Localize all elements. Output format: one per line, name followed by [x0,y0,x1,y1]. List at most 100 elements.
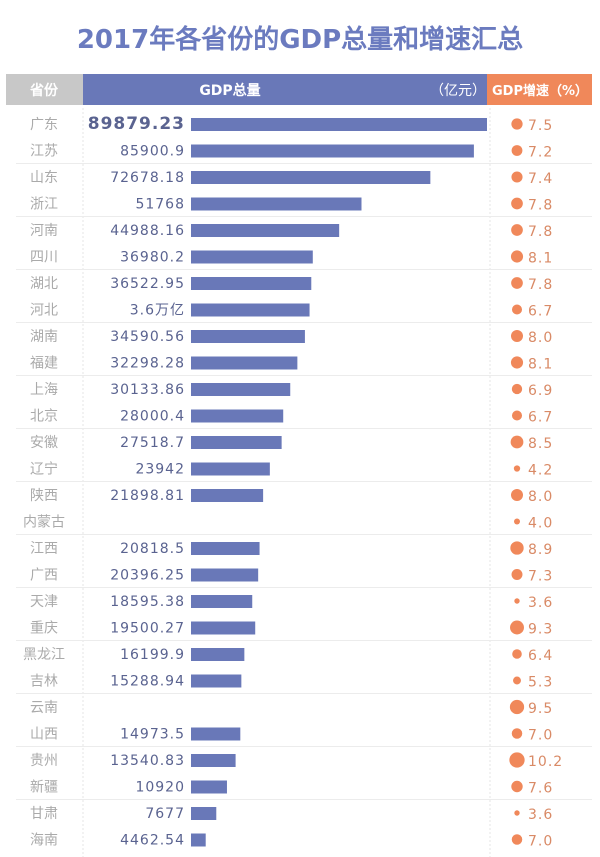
gdp-bar [191,542,260,555]
gdp-bar [191,224,340,237]
growth-dot [511,728,523,739]
gdp-value-label: 36522.95 [110,276,185,292]
header-gdp: GDP总量 [199,82,260,99]
growth-dot [511,118,523,130]
gdp-bar [191,197,362,211]
growth-label: 3.6 [528,595,553,611]
province-label: 湖北 [30,276,58,292]
gdp-value-label: 30133.86 [110,382,185,398]
gdp-value-label: 4462.54 [120,833,185,849]
growth-dot [511,383,523,395]
gdp-value-label: 15288.94 [110,674,185,690]
gdp-bar [191,674,242,688]
growth-dot [510,435,524,449]
gdp-value-label: 18595.38 [110,594,185,610]
gdp-value-label: 20818.5 [120,541,185,557]
gdp-bar [191,409,284,423]
growth-label: 4.2 [528,463,553,479]
province-label: 湖南 [30,329,58,345]
gdp-bar [191,727,241,741]
growth-label: 8.0 [528,489,553,505]
growth-label: 4.0 [528,516,553,532]
province-label: 重庆 [30,621,58,637]
gdp-bar [191,356,298,370]
gdp-value-label: 19500.27 [110,621,185,637]
growth-dot [510,541,524,555]
growth-label: 7.8 [528,198,553,214]
growth-label: 8.1 [528,357,553,373]
gdp-value-label: 51768 [135,197,185,213]
gdp-bar [191,780,227,794]
gdp-bar [191,118,487,131]
growth-label: 6.9 [528,383,553,399]
chart-title: 2017年各省份的GDP总量和增速汇总 [77,24,523,55]
growth-label: 5.3 [528,675,553,691]
growth-label: 10.2 [528,754,563,770]
province-label: 海南 [30,833,58,849]
growth-label: 9.3 [528,622,553,638]
growth-dot [511,410,523,421]
header-growth: GDP增速（%） [492,83,588,99]
growth-dot [511,304,523,315]
growth-dot [511,197,523,210]
growth-label: 6.4 [528,648,553,664]
province-label: 山东 [30,170,58,186]
growth-label: 7.5 [528,118,553,134]
gdp-bar [191,568,259,582]
growth-dot [509,752,525,768]
growth-dot [511,145,523,156]
gdp-value-label: 3.6万亿 [130,303,185,319]
growth-label: 6.7 [528,304,553,320]
gdp-bar [191,330,305,343]
gdp-value-label: 23942 [135,462,185,478]
gdp-bar [191,489,264,502]
growth-dot [511,489,523,501]
header-growth-bg [487,74,592,105]
gdp-value-label: 34590.56 [110,329,185,345]
gdp-bar [191,595,253,608]
province-label: 广西 [30,568,58,584]
gdp-bar [191,277,312,290]
growth-dot [510,620,524,635]
gdp-value-label: 85900.9 [120,144,185,160]
province-label: 天津 [30,594,58,610]
header-province-bg [6,74,83,105]
growth-label: 3.6 [528,807,553,823]
gdp-bar [191,462,270,476]
growth-dot [514,518,520,525]
province-label: 北京 [30,409,58,425]
growth-dot [509,699,525,715]
gdp-bar [191,833,206,847]
growth-label: 7.2 [528,145,553,161]
gdp-value-label: 36980.2 [120,250,185,266]
growth-label: 8.1 [528,251,553,267]
province-label: 山西 [30,727,58,743]
header-gdp-unit: （亿元） [430,83,486,99]
province-label: 黑龙江 [23,647,65,663]
gdp-bar [191,754,236,767]
growth-label: 8.0 [528,330,553,346]
province-label: 吉林 [30,674,58,690]
gdp-value-label: 89879.23 [88,114,185,134]
province-label: 安徽 [30,435,58,451]
gdp-value-label: 72678.18 [110,170,185,186]
growth-dot [511,224,523,236]
growth-dot [511,277,523,289]
gdp-bar [191,648,245,661]
growth-label: 9.5 [528,701,553,717]
gdp-value-label: 28000.4 [120,409,185,425]
growth-label: 7.6 [528,781,553,797]
gdp-bar [191,621,256,635]
growth-label: 7.3 [528,569,553,585]
gdp-value-label: 16199.9 [120,647,185,663]
province-label: 四川 [30,250,58,266]
province-label: 辽宁 [30,461,58,478]
gdp-bar [191,807,217,820]
growth-dot [513,465,521,472]
province-label: 广东 [30,117,58,133]
header-gdp-bg [83,74,487,105]
province-label: 甘肃 [30,806,58,822]
province-label: 浙江 [30,197,58,213]
growth-dot [512,649,522,659]
growth-dot [511,569,523,580]
